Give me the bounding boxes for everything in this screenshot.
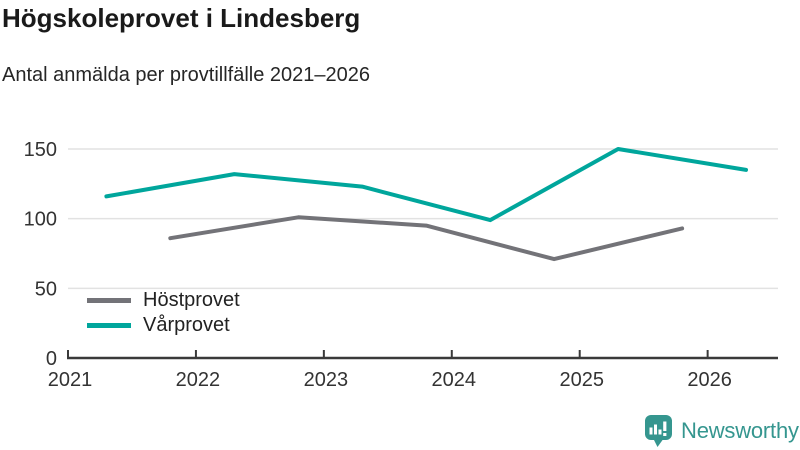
legend-item-hostprovet: Höstprovet	[87, 288, 240, 313]
x-tick-label: 2021	[48, 369, 93, 391]
x-tick-label: 2022	[176, 369, 221, 391]
newsworthy-logo-text: Newsworthy	[681, 418, 799, 443]
newsworthy-logo-icon	[645, 415, 672, 447]
x-tick-label: 2023	[304, 369, 349, 391]
y-tick-label: 150	[24, 139, 57, 161]
y-tick-label: 50	[35, 278, 57, 300]
legend-swatch	[87, 298, 131, 303]
series-line-hostprovet	[168, 215, 685, 262]
legend-swatch	[87, 323, 131, 328]
x-tick-label: 2024	[432, 369, 477, 391]
y-tick-label: 0	[46, 348, 57, 370]
chart-title: Högskoleprovet i Lindesberg	[2, 3, 361, 33]
x-tick-label: 2026	[687, 369, 732, 391]
chart-subtitle: Antal anmälda per provtillfälle 2021–202…	[2, 64, 371, 86]
legend-label: Höstprovet	[143, 289, 240, 311]
legend: Höstprovet Vårprovet	[87, 288, 240, 338]
legend-label: Vårprovet	[143, 314, 230, 336]
x-tick-label: 2025	[559, 369, 604, 391]
series-line-varprovet	[104, 147, 748, 223]
newsworthy-logo: Newsworthy	[644, 414, 799, 448]
legend-item-varprovet: Vårprovet	[87, 313, 240, 338]
y-tick-label: 100	[24, 209, 57, 231]
